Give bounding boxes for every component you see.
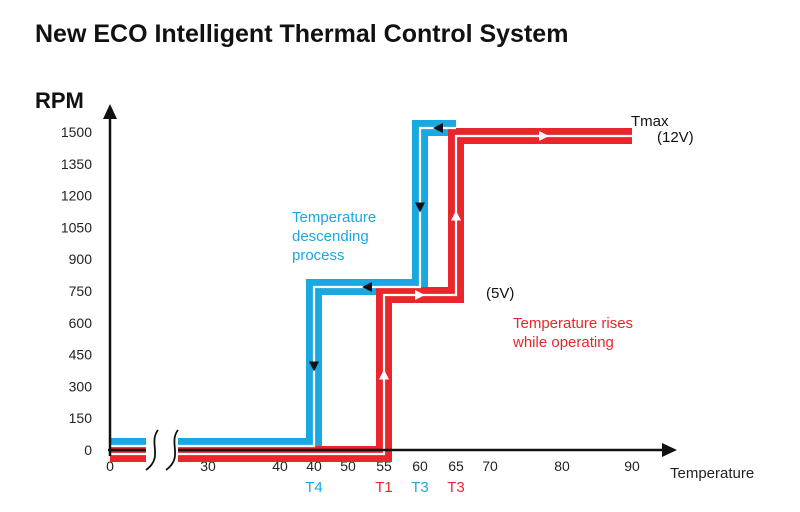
threshold-label: T3 — [411, 479, 429, 496]
y-tick-label: 1500 — [61, 124, 92, 140]
series-arrow-icon — [451, 210, 461, 221]
rising-annotation: Temperature rises while operating — [512, 315, 637, 351]
series-arrow-icon — [539, 131, 549, 141]
voltage-low-label: (5V) — [486, 285, 514, 302]
series-arrow-icon — [362, 282, 372, 292]
y-tick-label: 900 — [69, 251, 93, 267]
y-tick-label: 750 — [69, 283, 93, 299]
series-arrow-icon — [433, 123, 443, 133]
x-tick-label: 80 — [554, 458, 570, 474]
series-arrow-icon — [379, 369, 389, 380]
series-layer — [110, 120, 632, 462]
rising-annotation-line: Temperature rises — [513, 315, 633, 332]
x-tick-label: 65 — [448, 458, 464, 474]
x-tick-label: 90 — [624, 458, 640, 474]
y-tick-label: 450 — [69, 347, 93, 363]
series-arrow-icon — [309, 361, 319, 372]
x-tick-label: 60 — [412, 458, 428, 474]
descending-annotation-line: process — [292, 247, 345, 264]
y-tick-label: 300 — [69, 378, 93, 394]
voltage-high-label: (12V) — [657, 129, 694, 146]
x-tick-label: 0 — [106, 458, 114, 474]
series-arrow-icon — [415, 290, 425, 300]
chart-title: New ECO Intelligent Thermal Control Syst… — [35, 20, 568, 48]
y-tick-label: 1050 — [61, 219, 92, 235]
y-tick-label: 0 — [84, 442, 92, 458]
tmax-label: Tmax — [631, 113, 669, 130]
axis-break-icon — [145, 426, 179, 474]
threshold-labels: T4 T1 T3 T3 — [305, 479, 465, 496]
y-axis-arrow-icon — [103, 104, 117, 119]
threshold-label: T3 — [447, 479, 465, 496]
y-tick-label: 150 — [69, 410, 93, 426]
series-centerline-descending — [110, 126, 456, 448]
x-tick-labels: 0 30 40 40 50 55 60 65 70 80 90 — [106, 458, 640, 474]
y-tick-label: 600 — [69, 315, 93, 331]
y-tick-label: 1200 — [61, 188, 92, 204]
descending-annotation-line: Temperature — [292, 209, 376, 226]
threshold-label: T1 — [375, 479, 393, 496]
threshold-label: T4 — [305, 479, 323, 496]
x-tick-label: 70 — [482, 458, 498, 474]
rising-annotation-line: while operating — [512, 334, 614, 351]
descending-annotation-line: descending — [292, 228, 369, 245]
y-tick-label: 1350 — [61, 156, 92, 172]
series-arrow-icon — [415, 202, 425, 213]
x-axis-label: Temperature — [670, 465, 754, 482]
y-tick-labels: 0 150 300 450 600 750 900 1050 1200 1350 1500 — [61, 124, 92, 458]
descending-annotation: Temperature descending process — [292, 209, 380, 264]
y-axis-label: RPM — [35, 88, 84, 113]
x-axis-arrow-icon — [662, 443, 677, 457]
